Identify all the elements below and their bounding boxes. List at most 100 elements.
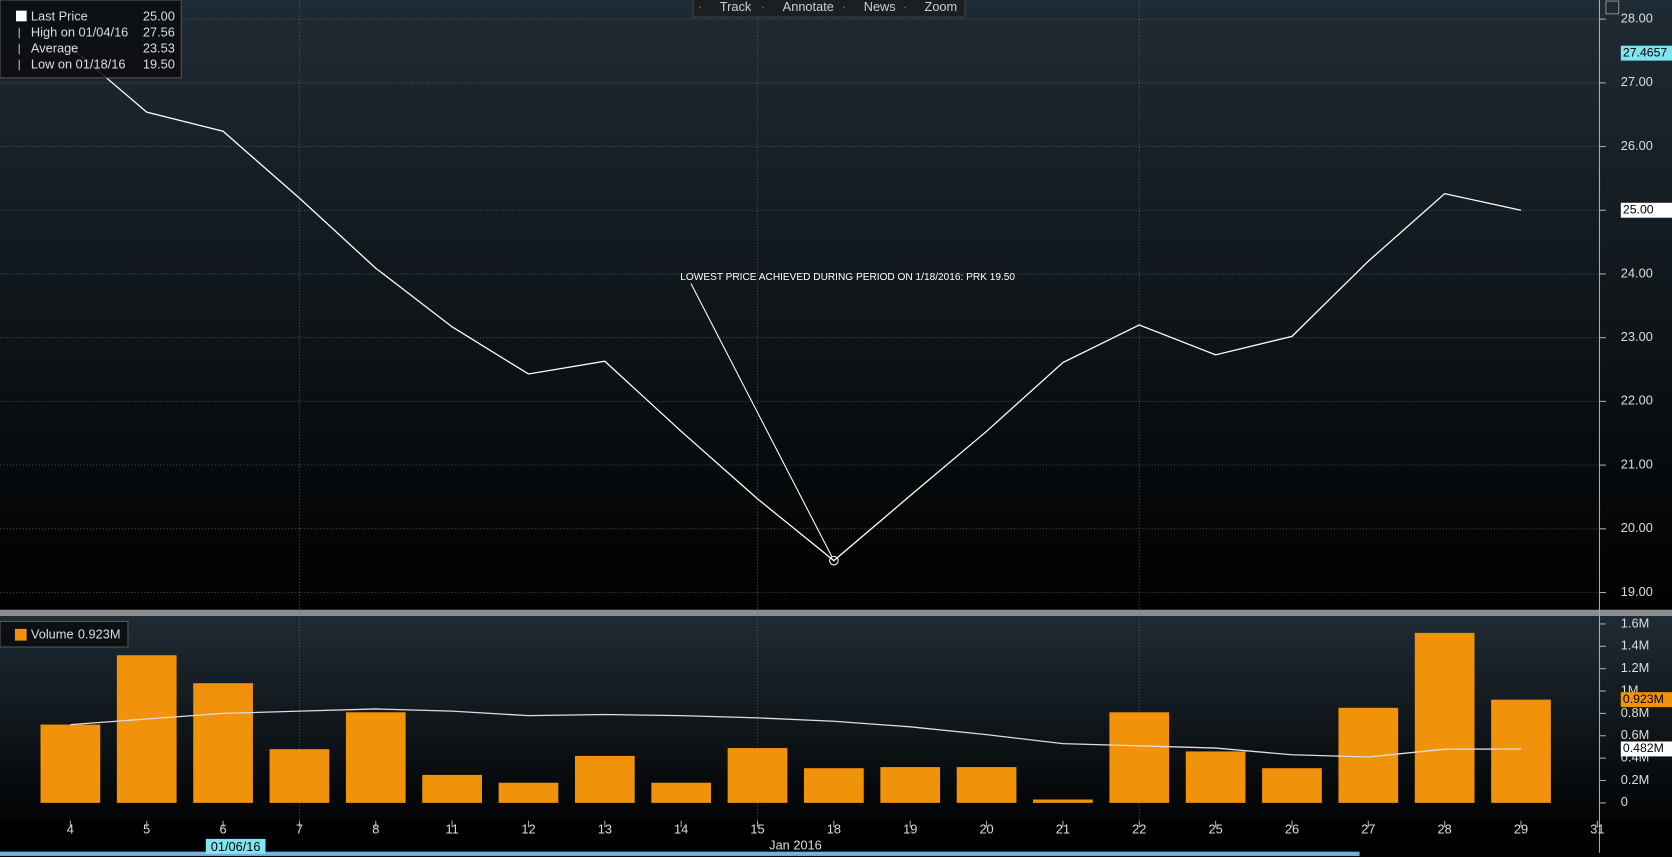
y-tick-label: 1.4M (1621, 638, 1649, 653)
y-tick-label: 28.00 (1621, 10, 1653, 25)
low-marker (829, 555, 839, 566)
x-tick-label: 11 (445, 822, 458, 837)
legend-label: Last Price (31, 8, 88, 23)
annotation: LOWEST PRICE ACHIEVED DURING PERIOD ON 1… (680, 272, 1015, 283)
y-tick-label: 19.00 (1621, 584, 1653, 599)
price-legend: Last Price 25.00 High on 01/04/16 27.56 Av… (0, 0, 182, 79)
bar (1414, 632, 1475, 803)
bar (1491, 699, 1551, 803)
axis-marker (1620, 692, 1672, 708)
axis-marker-label: 0.923M (1623, 692, 1664, 706)
x-tick-label: 8 (372, 822, 379, 837)
y-tick-label: 23.00 (1621, 329, 1653, 344)
x-tick-label: 15 (750, 822, 764, 837)
axis-marker-label: 0.482M (1623, 741, 1664, 755)
bar (651, 782, 712, 803)
legend-swatch (14, 628, 27, 641)
x-tick-label: 25 (1209, 822, 1223, 837)
cursor-label-bg (205, 838, 266, 854)
axis-marker (1620, 45, 1672, 61)
toolbar-button[interactable]: Track (720, 0, 752, 14)
x-tick-label: 29 (1514, 822, 1528, 837)
y-tick-label: 27.00 (1621, 74, 1653, 89)
cursor-label: 01/06/16 (211, 839, 261, 854)
axis-marker-label: 27.4657 (1623, 45, 1667, 59)
bar (956, 767, 1017, 803)
volume-legend: Volume 0.923M (0, 620, 129, 648)
x-tick-label: 31 (1590, 822, 1604, 837)
axis-marker-label: 25.00 (1623, 202, 1654, 216)
panel-divider (0, 609, 1672, 617)
x-tick-label: 18 (827, 822, 841, 837)
axis-marker (1620, 202, 1672, 218)
toolbar-button[interactable]: News (864, 0, 896, 14)
x-axis-title: Jan 2016 (769, 838, 822, 853)
x-tick-label: 27 (1361, 822, 1375, 837)
y-tick-label: 0.8M (1621, 705, 1649, 720)
legend-label: Volume (31, 627, 74, 642)
x-tick-label: 20 (979, 822, 993, 837)
x-axis-panel (0, 820, 1672, 857)
x-tick-label: 12 (521, 822, 535, 837)
legend-swatch (15, 10, 27, 22)
toolbar-icon: · (761, 1, 765, 13)
x-tick-label: 21 (1056, 822, 1070, 837)
x-tick-label: 22 (1132, 822, 1146, 837)
y-tick-label: 26.00 (1621, 138, 1653, 153)
bar (1109, 712, 1170, 803)
y-tick-label: 24.00 (1621, 265, 1653, 280)
line (70, 708, 1522, 758)
bar (1185, 751, 1246, 803)
bar (1033, 799, 1093, 803)
y-tick-label: 20.00 (1621, 520, 1653, 535)
bar (193, 683, 253, 803)
x-tick-label: 7 (296, 822, 303, 837)
legend-value: 0.923M (78, 627, 121, 642)
toolbar-icon: · (903, 1, 907, 13)
x-tick-label: 4 (67, 822, 74, 837)
line (69, 46, 1522, 562)
x-tick-label: 26 (1285, 822, 1299, 837)
bar (1262, 768, 1322, 803)
legend-label: High on 01/04/16 (31, 24, 128, 39)
y-tick-label: 1.6M (1621, 615, 1649, 630)
toolbar-button[interactable]: Annotate (783, 0, 834, 14)
bar (880, 767, 941, 803)
plot-layer: 19.00 20.00 21.00 22.00 23.00 24.00 25.00 26.00… (0, 0, 1672, 837)
y-tick-label: 0.2M (1621, 772, 1649, 787)
x-tick-label: 14 (674, 822, 688, 837)
legend-label: Low on 01/18/16 (31, 56, 126, 71)
legend-value: 23.53 (143, 40, 175, 55)
toolbar-icon: · (842, 1, 846, 13)
bar (498, 782, 559, 803)
bar (269, 749, 330, 803)
panel-button[interactable] (1605, 0, 1620, 15)
bar (40, 724, 101, 803)
y-tick-label: 1.2M (1621, 660, 1649, 675)
bar (116, 655, 177, 803)
legend-value: 25.00 (143, 8, 175, 23)
legend-value: 27.56 (143, 24, 175, 39)
bar (422, 774, 482, 803)
scrollbar[interactable] (0, 851, 1360, 856)
legend-box (0, 0, 182, 79)
bar (804, 768, 864, 803)
toolbar: · Track · Annotate · News · Zoom (692, 0, 966, 18)
x-tick-label: 19 (903, 822, 917, 837)
price-panel (0, 0, 1672, 610)
x-tick-label: 6 (220, 822, 227, 837)
x-tick-label: 28 (1438, 822, 1452, 837)
bar (345, 712, 406, 803)
toolbar-bg (692, 0, 966, 18)
annotation-leader (690, 283, 833, 557)
legend-value: 19.50 (143, 56, 175, 71)
toolbar-button[interactable]: Zoom (925, 0, 958, 14)
axis-marker (1620, 741, 1672, 757)
y-tick-label: 0.6M (1621, 727, 1649, 742)
toolbar-icon: · (698, 1, 702, 13)
x-tick-label: 13 (598, 822, 612, 837)
bar (727, 748, 788, 803)
y-tick-label: 0 (1621, 794, 1628, 809)
